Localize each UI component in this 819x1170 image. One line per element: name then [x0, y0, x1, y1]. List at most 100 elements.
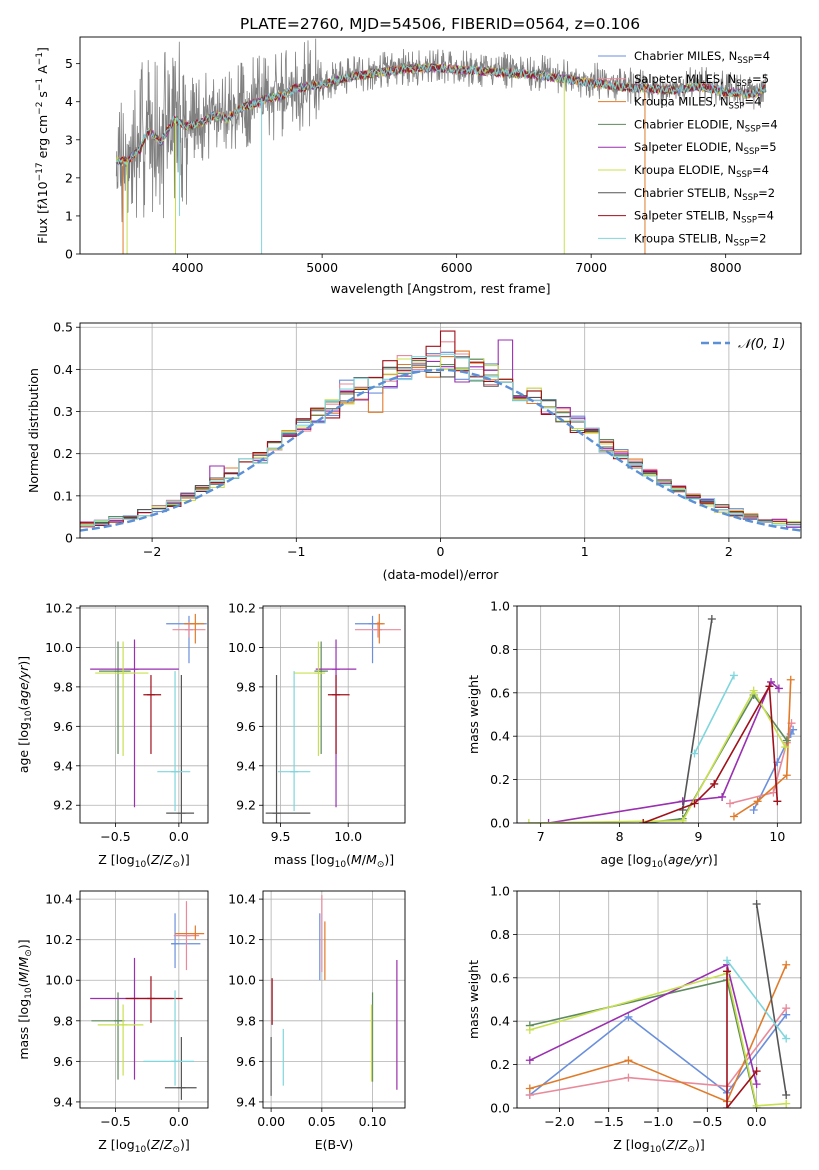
weight-point	[767, 677, 776, 686]
histogram-KS	[80, 353, 801, 528]
plots: 4000 5000 6000 7000 8000 0 1 2 3 4 5 wavelength [An…	[16, 36, 802, 1155]
y-tick-label: 0.4	[490, 729, 510, 744]
y-tick-label: 10.0	[45, 973, 73, 988]
errorbar-SS	[143, 675, 162, 754]
y-tick-label: 0.0	[490, 816, 510, 831]
errorbar-KE	[95, 641, 149, 756]
weight-line	[755, 903, 787, 1096]
weight-point	[752, 1101, 761, 1108]
axes-frame	[79, 322, 802, 539]
y-tick-label: 1.0	[490, 884, 510, 899]
errorbar-KS	[143, 990, 195, 1086]
spectrum-lines	[115, 38, 767, 254]
weight-point	[524, 819, 533, 823]
weight-series-KE	[524, 686, 790, 823]
y-axis-label: Normed distribution	[26, 368, 41, 493]
weight-point	[525, 1056, 534, 1065]
y-axis-label: age [log10(age/yr)]	[16, 656, 34, 773]
weight-point	[525, 1025, 534, 1034]
weight-point	[782, 960, 791, 969]
y-tick-label: 5	[65, 56, 73, 71]
weight-point	[624, 1012, 633, 1021]
weight-series-CS	[752, 900, 791, 1099]
model-spectrum-KS	[115, 63, 766, 166]
errorbar-KE	[97, 1004, 144, 1076]
weight-point	[729, 812, 738, 821]
x-axis-label: E(B-V)	[315, 1137, 354, 1152]
weight-point	[774, 684, 783, 693]
axes-mass_vs_ebv: 0.00 0.05 0.10 9.4 9.6 9.8 10.0 10.2 10.4 E(B-V)	[228, 890, 406, 1152]
x-tick-label: 8000	[710, 260, 742, 275]
error-bars	[90, 613, 207, 823]
weight-point	[765, 682, 774, 691]
weight-lines	[524, 615, 798, 823]
x-axis-label: Z [log10(Z/Z⊙)]	[613, 1137, 705, 1155]
weight-point	[624, 1073, 633, 1082]
y-tick-label: 9.4	[53, 1094, 73, 1109]
y-axis-label: mass weight	[466, 675, 481, 754]
legend-label: Salpeter STELIB, NSSP=4	[634, 209, 774, 226]
x-tick-label: 2	[725, 544, 733, 559]
figure-title: PLATE=2760, MJD=54506, FIBERID=0564, z=0…	[240, 15, 640, 33]
weight-point	[782, 736, 791, 745]
errorbar-SM	[172, 621, 206, 638]
weight-point	[718, 792, 727, 801]
axes-frame	[516, 890, 802, 1109]
error-bars	[90, 901, 205, 1100]
axes-frame	[79, 605, 209, 824]
error-bars	[270, 895, 398, 1096]
y-tick-label: 9.2	[53, 798, 73, 813]
legend-label: Chabrier STELIB, NSSP=2	[634, 186, 775, 203]
axes-age_vs_mass: 9.5 10.0 9.2 9.4 9.6 9.8 10.0 10.2 mass [log10(M…	[228, 600, 406, 870]
y-tick-label: 9.6	[236, 719, 256, 734]
x-tick-label: −2	[143, 544, 161, 559]
x-tick-label: −1.5	[594, 1114, 624, 1129]
y-axis-label: Flux [fλ10−17 erg cm−2 s−1 A−1]	[35, 47, 50, 244]
axes-frame	[262, 605, 406, 824]
y-tick-label: 9.4	[236, 1094, 256, 1109]
x-tick-label: −0.5	[100, 1114, 130, 1129]
legend-label: Kroupa MILES, NSSP=4	[634, 95, 761, 112]
weight-point	[726, 799, 734, 808]
errorbar-CM	[166, 615, 207, 664]
y-tick-label: 1	[65, 208, 73, 223]
weight-point	[678, 797, 687, 806]
axes-frame	[516, 605, 802, 824]
weight-point	[525, 1084, 534, 1093]
errorbar-SS	[125, 976, 183, 1023]
legend-label: 𝒩(0, 1)	[738, 337, 785, 352]
x-tick-label: 1	[581, 544, 589, 559]
y-tick-label: 10.0	[228, 640, 256, 655]
weight-series-SM	[525, 1004, 791, 1099]
errorbar-CE	[314, 641, 328, 754]
x-tick-label: 5000	[306, 260, 338, 275]
weight-line	[726, 971, 758, 1108]
x-tick-label: −1	[287, 544, 305, 559]
weight-series-KS	[723, 956, 791, 1043]
y-tick-label: 9.8	[236, 1013, 256, 1028]
errorbar-SE	[90, 639, 179, 808]
y-tick-label: 2	[65, 170, 73, 185]
y-tick-label: 0	[65, 247, 73, 262]
weight-point	[782, 1034, 791, 1043]
weight-point	[749, 686, 758, 695]
weight-point	[690, 799, 699, 808]
x-tick-label: 0	[437, 544, 445, 559]
legend-label: Salpeter MILES, NSSP=5	[634, 72, 769, 89]
weight-point	[773, 797, 782, 806]
errorbar-CS	[265, 675, 311, 823]
y-tick-label: 9.6	[53, 1054, 73, 1069]
axes-frame	[262, 890, 406, 1109]
y-tick-label: 0.0	[490, 1101, 510, 1116]
x-tick-label: 7000	[575, 260, 607, 275]
weight-series-SS	[639, 682, 782, 823]
y-tick-label: 0	[65, 531, 73, 546]
y-tick-label: 10.4	[228, 892, 256, 907]
y-tick-label: 0.6	[490, 685, 510, 700]
y-tick-label: 0.2	[490, 1057, 510, 1072]
axes-mass_vs_Z: −0.5 0.0 9.4 9.6 9.8 10.0 10.2 10.4 Z [log10(Z/Z…	[16, 890, 209, 1155]
errorbar-KE	[294, 641, 326, 756]
y-tick-label: 9.4	[53, 758, 73, 773]
x-tick-label: 0.0	[747, 1114, 767, 1129]
errorbar-KM	[183, 613, 205, 644]
